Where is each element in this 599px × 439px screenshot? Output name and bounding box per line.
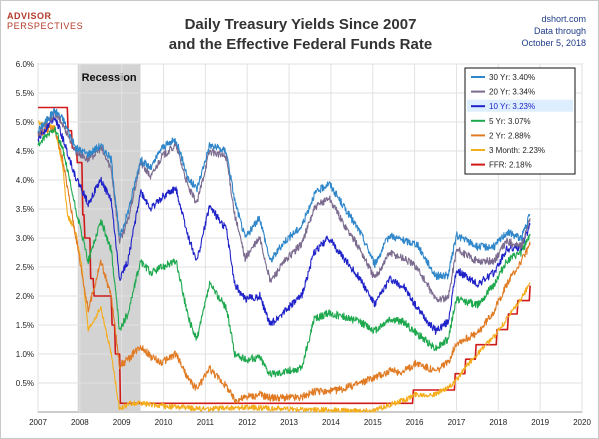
source-line-3: October 5, 2018 [521, 38, 586, 48]
series-line-ffr [38, 106, 531, 405]
legend-entry: FFR: 2.18% [489, 161, 532, 170]
source-note: dshort.com Data through October 5, 2018 [521, 13, 586, 49]
chart-title: Daily Treasury Yields Since 2007 and the… [1, 15, 599, 55]
x-tick-label: 2014 [322, 418, 340, 427]
y-tick-label: 6.0% [16, 60, 34, 69]
legend-entry: 10 Yr: 3.23% [489, 102, 535, 111]
y-tick-label: 5.5% [16, 89, 34, 98]
x-tick-label: 2009 [113, 418, 131, 427]
title-line-1: Daily Treasury Yields Since 2007 [184, 16, 417, 33]
series-line-5-yr [37, 126, 531, 378]
x-tick-label: 2019 [531, 418, 549, 427]
legend-entry: 30 Yr: 3.40% [489, 73, 535, 82]
series-line-3-month [37, 120, 531, 413]
recession-label: Recession [82, 72, 137, 84]
y-tick-label: 5.0% [16, 118, 34, 127]
x-tick-label: 2016 [406, 418, 424, 427]
y-tick-label: 2.0% [16, 292, 34, 301]
legend-highlight [467, 99, 573, 112]
x-tick-label: 2011 [197, 418, 215, 427]
y-tick-label: 4.0% [16, 176, 34, 185]
y-tick-label: 2.5% [16, 263, 34, 272]
logo-line-2: PERSPECTIVES [7, 21, 84, 31]
x-tick-label: 2010 [155, 418, 173, 427]
y-tick-label: 1.0% [16, 350, 34, 359]
logo-line-1: ADVISOR [7, 11, 52, 21]
series-line-2-yr [37, 125, 531, 404]
legend-entry: 2 Yr: 2.88% [489, 131, 531, 140]
x-tick-label: 2007 [29, 418, 47, 427]
y-tick-label: 3.0% [16, 234, 34, 243]
series-line-20-yr [37, 109, 531, 303]
series-line-10-yr [37, 115, 531, 335]
legend-entry: 3 Month: 2.23% [489, 146, 545, 155]
x-tick-label: 2012 [238, 418, 256, 427]
series-line-30-yr [37, 107, 531, 280]
brand-logo: ADVISOR PERSPECTIVES [7, 11, 83, 31]
x-tick-label: 2008 [71, 418, 89, 427]
source-line-1: dshort.com [541, 14, 586, 24]
y-tick-label: 0.5% [16, 379, 34, 388]
source-line-2: Data through [533, 26, 586, 36]
y-tick-label: 3.5% [16, 205, 34, 214]
x-tick-label: 2018 [489, 418, 507, 427]
legend-entry: 5 Yr: 3.07% [489, 117, 531, 126]
x-tick-label: 2015 [364, 418, 382, 427]
legend-entry: 20 Yr: 3.34% [489, 88, 535, 97]
x-tick-label: 2013 [280, 418, 298, 427]
x-tick-label: 2020 [573, 418, 591, 427]
y-tick-label: 4.5% [16, 147, 34, 156]
y-tick-label: 1.5% [16, 321, 34, 330]
title-line-2: and the Effective Federal Funds Rate [168, 36, 433, 53]
x-tick-label: 2017 [448, 418, 466, 427]
